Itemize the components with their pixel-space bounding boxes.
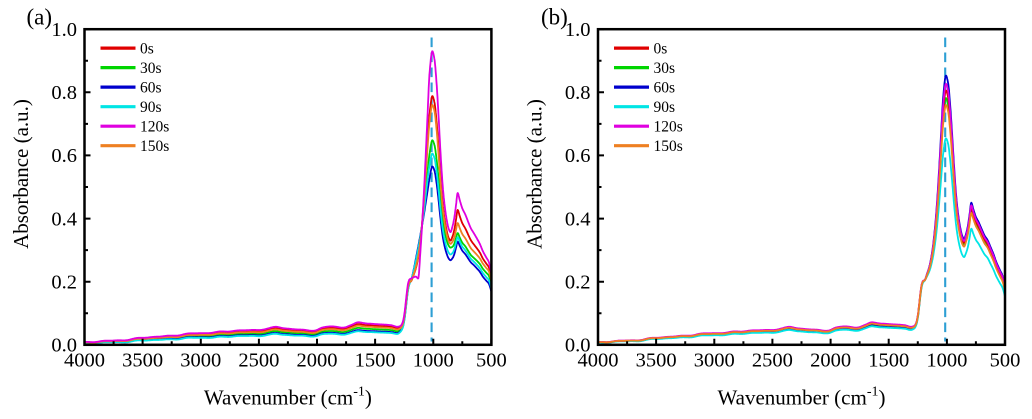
svg-text:Wavenumber (cm-1): Wavenumber (cm-1) [718,385,886,410]
svg-text:2500: 2500 [752,350,793,372]
svg-text:150s: 150s [140,138,169,155]
svg-text:1.0: 1.0 [565,19,591,41]
svg-text:(a): (a) [27,5,53,30]
svg-text:1.0: 1.0 [51,19,77,41]
svg-text:4000: 4000 [64,350,105,372]
svg-text:1500: 1500 [868,350,909,372]
svg-text:500: 500 [990,350,1021,372]
svg-text:(b): (b) [541,5,568,30]
svg-text:2000: 2000 [810,350,851,372]
svg-text:30s: 30s [140,60,162,77]
svg-text:1000: 1000 [413,350,454,372]
svg-text:120s: 120s [654,119,683,136]
svg-text:3000: 3000 [180,350,221,372]
svg-text:0s: 0s [140,41,154,58]
svg-text:Wavenumber (cm-1): Wavenumber (cm-1) [204,385,372,410]
svg-text:0.2: 0.2 [565,272,591,294]
svg-text:1000: 1000 [926,350,967,372]
svg-text:Absorbance (a.u.): Absorbance (a.u.) [523,99,547,249]
svg-text:4000: 4000 [578,350,619,372]
svg-text:0.4: 0.4 [51,208,77,230]
svg-text:3500: 3500 [122,350,163,372]
svg-text:0.8: 0.8 [51,82,77,104]
svg-text:Absorbance (a.u.): Absorbance (a.u.) [9,99,33,249]
svg-text:2500: 2500 [238,350,279,372]
svg-text:150s: 150s [654,138,683,155]
svg-text:0s: 0s [654,41,668,58]
svg-text:120s: 120s [140,119,169,136]
svg-text:90s: 90s [140,99,162,116]
svg-text:90s: 90s [654,99,676,116]
svg-text:3000: 3000 [694,350,735,372]
svg-text:0.8: 0.8 [565,82,591,104]
svg-text:0.2: 0.2 [51,272,77,294]
svg-text:3500: 3500 [636,350,677,372]
svg-text:2000: 2000 [297,350,338,372]
svg-text:500: 500 [476,350,507,372]
svg-text:60s: 60s [140,80,162,97]
svg-text:0.6: 0.6 [565,145,591,167]
svg-text:1500: 1500 [355,350,396,372]
svg-text:0.4: 0.4 [565,208,591,230]
svg-text:30s: 30s [654,60,676,77]
svg-text:0.6: 0.6 [51,145,77,167]
svg-text:0.0: 0.0 [565,335,591,357]
svg-text:0.0: 0.0 [51,335,77,357]
svg-text:60s: 60s [654,80,676,97]
